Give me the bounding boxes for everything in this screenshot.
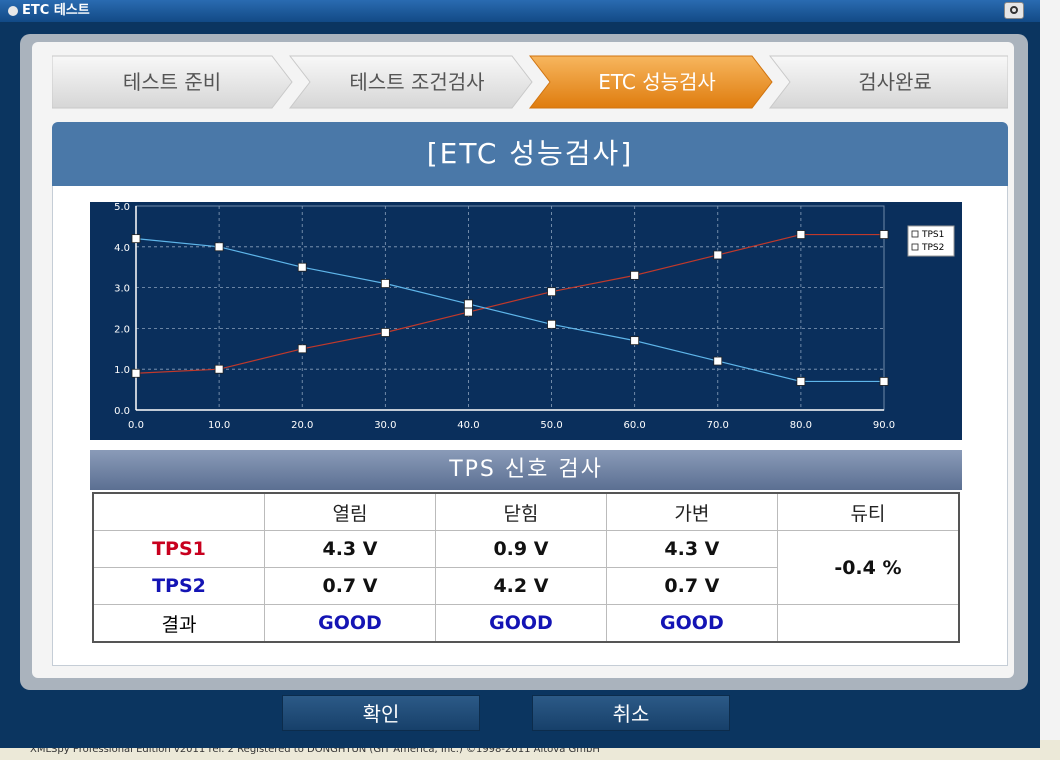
confirm-button[interactable]: 확인 bbox=[282, 695, 480, 731]
result-open: GOOD bbox=[264, 604, 436, 643]
header-open: 열림 bbox=[264, 492, 436, 531]
legend-label-tps1: TPS1 bbox=[921, 230, 944, 240]
result-variable: GOOD bbox=[605, 604, 778, 643]
table-row-tps2: TPS2 0.7 V 4.2 V 0.7 V bbox=[92, 567, 959, 605]
tps-signal-table: 열림 닫힘 가변 듀티 TPS1 4.3 V 0.9 V 4.3 V -0.4 … bbox=[92, 492, 960, 643]
step-1-label: 테스트 준비 bbox=[122, 70, 222, 94]
x-tick-label: 60.0 bbox=[624, 420, 646, 431]
cancel-button[interactable]: 취소 bbox=[532, 695, 730, 731]
tps-chart: 0.0 10.0 20.0 30.0 40.0 50.0 60.0 70.0 80.0 90.0 0… bbox=[90, 202, 962, 440]
legend-marker-tps2 bbox=[911, 243, 919, 251]
step-3-label: ETC 성능검사 bbox=[598, 70, 716, 94]
y-tick-label: 1.0 bbox=[114, 365, 130, 376]
data-point-tps1 bbox=[796, 230, 806, 239]
section-title: [ETC 성능검사] bbox=[52, 122, 1008, 186]
step-4-label: 검사완료 bbox=[858, 70, 932, 94]
step-shape-4 bbox=[768, 55, 1008, 109]
row-label-result: 결과 bbox=[92, 604, 265, 643]
title-bar: ETC 테스트 bbox=[0, 0, 1040, 22]
data-point-tps2 bbox=[131, 234, 141, 244]
data-point-tps1 bbox=[214, 364, 224, 374]
data-point-tps2 bbox=[796, 377, 806, 386]
data-point-tps1 bbox=[380, 328, 390, 337]
data-point-tps2 bbox=[713, 356, 723, 366]
table-row-tps1: TPS1 4.3 V 0.9 V 4.3 V -0.4 % bbox=[92, 530, 960, 605]
result-close: GOOD bbox=[434, 604, 607, 643]
data-point-tps1 bbox=[297, 344, 307, 354]
data-point-tps1 bbox=[630, 270, 640, 280]
data-point-tps2 bbox=[380, 279, 390, 288]
x-tick-label: 50.0 bbox=[540, 420, 562, 431]
legend-label-tps2: TPS2 bbox=[921, 243, 944, 253]
x-tick-label: 80.0 bbox=[790, 420, 812, 431]
data-point-tps2 bbox=[297, 262, 307, 272]
tps1-open-value: 4.3 V bbox=[264, 530, 436, 568]
x-tick-label: 10.0 bbox=[208, 420, 230, 431]
window-title: ETC 테스트 bbox=[22, 3, 90, 18]
x-tick-label: 40.0 bbox=[457, 420, 479, 431]
table-header-row: 열림 닫힘 가변 듀티 bbox=[92, 492, 960, 531]
etc-test-window: ETC 테스트 테스트 준비 테스트 조건검사 ETC 성능검사 bbox=[0, 0, 1040, 748]
data-point-tps2 bbox=[547, 319, 556, 329]
data-point-tps2 bbox=[630, 336, 640, 346]
step-shape-2 bbox=[288, 55, 533, 109]
data-point-tps1 bbox=[713, 250, 723, 260]
tps1-variable-value: 4.3 V bbox=[605, 530, 778, 568]
data-point-tps1 bbox=[547, 287, 556, 297]
data-point-tps1 bbox=[464, 307, 473, 317]
dialog-inner: 테스트 준비 테스트 조건검사 ETC 성능검사 검사완료 [ETC 성능검사]… bbox=[32, 42, 1014, 678]
legend-marker-tps1 bbox=[911, 230, 919, 238]
x-tick-label: 70.0 bbox=[707, 420, 729, 431]
row-label-tps2: TPS2 bbox=[92, 567, 265, 605]
y-tick-label: 3.0 bbox=[114, 284, 130, 295]
header-close: 닫힘 bbox=[434, 492, 607, 531]
y-tick-label: 4.0 bbox=[114, 243, 130, 254]
duty-value: -0.4 % bbox=[776, 530, 960, 605]
header-variable: 가변 bbox=[605, 492, 778, 531]
data-point-tps2 bbox=[464, 299, 473, 309]
x-tick-label: 30.0 bbox=[374, 420, 396, 431]
plot-area bbox=[135, 205, 885, 411]
result-duty-empty bbox=[776, 604, 960, 643]
series-line-tps1 bbox=[135, 233, 884, 374]
step-shape-1 bbox=[52, 55, 293, 109]
step-2-label: 테스트 조건검사 bbox=[349, 70, 485, 94]
step-arrows-graphic bbox=[52, 55, 1008, 109]
x-tick-label: 90.0 bbox=[873, 420, 895, 431]
header-cell-empty bbox=[92, 492, 265, 531]
camera-icon[interactable] bbox=[1004, 2, 1024, 19]
y-tick-label: 5.0 bbox=[114, 202, 130, 213]
row-label-tps1: TPS1 bbox=[92, 530, 265, 568]
data-point-tps2 bbox=[879, 377, 889, 386]
x-tick-label: 0.0 bbox=[128, 420, 144, 431]
y-tick-label: 0.0 bbox=[114, 406, 130, 417]
series-line-tps2 bbox=[135, 238, 884, 383]
tps2-close-value: 4.2 V bbox=[434, 567, 607, 605]
tps2-open-value: 0.7 V bbox=[264, 567, 436, 605]
step-shape-3 bbox=[528, 55, 773, 109]
dialog-frame: 테스트 준비 테스트 조건검사 ETC 성능검사 검사완료 [ETC 성능검사]… bbox=[20, 34, 1028, 690]
tps-section-title: TPS 신호 검사 bbox=[90, 450, 962, 490]
step-progress: 테스트 준비 테스트 조건검사 ETC 성능검사 검사완료 bbox=[52, 54, 1008, 110]
data-point-tps1 bbox=[879, 230, 889, 239]
y-tick-label: 2.0 bbox=[114, 324, 130, 335]
table-row-result: 결과 GOOD GOOD GOOD bbox=[92, 604, 960, 643]
tps2-variable-value: 0.7 V bbox=[605, 567, 778, 605]
window-icon bbox=[8, 6, 18, 16]
data-point-tps2 bbox=[214, 242, 224, 252]
tps-chart-svg: 0.0 10.0 20.0 30.0 40.0 50.0 60.0 70.0 80.0 90.0 0… bbox=[114, 202, 955, 431]
data-point-tps1 bbox=[131, 368, 141, 378]
x-tick-label: 20.0 bbox=[291, 420, 313, 431]
header-duty: 듀티 bbox=[776, 492, 960, 531]
tps1-close-value: 0.9 V bbox=[434, 530, 607, 568]
